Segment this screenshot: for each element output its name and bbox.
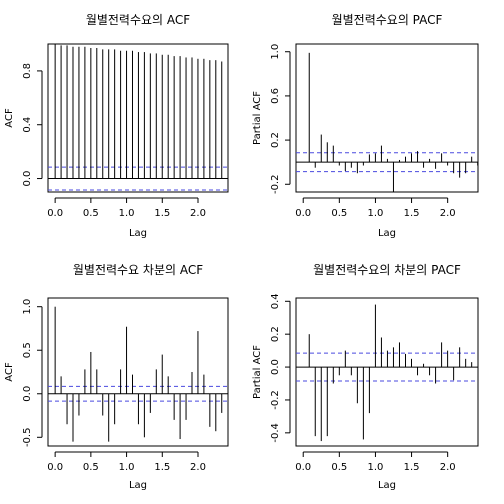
x-tick-label: 1.5 [154, 462, 170, 473]
x-tick-label: 1.0 [119, 462, 135, 473]
x-tick-label: 1.5 [404, 208, 420, 219]
chart-panel-1: 월별전력수요의 ACF 0.0 0.5 1.0 1.5 2.0 0.0 0.4 0.8 Lag AC… [4, 13, 228, 239]
x-tick-label: 0.5 [83, 208, 99, 219]
y-axis-label: ACF [4, 362, 15, 382]
y-tick-label: 0.8 [22, 63, 33, 79]
plot-frame [296, 298, 478, 446]
y-tick-label: -0.2 [270, 390, 281, 410]
chart-title: 월별전력수요의 차분의 PACF [313, 263, 461, 277]
y-tick-label: 0.4 [22, 117, 33, 133]
x-tick-label: 2.0 [440, 208, 456, 219]
x-tick-label: 1.5 [154, 208, 170, 219]
x-tick-label: 1.0 [367, 208, 383, 219]
chart-title: 월별전력수요의 PACF [332, 13, 443, 27]
y-tick-label: 1.0 [270, 44, 281, 60]
chart-title: 월별전력수요 차분의 ACF [73, 263, 203, 277]
x-tick-label: 0.0 [47, 462, 63, 473]
y-tick-label: 0.0 [22, 171, 33, 187]
y-tick-label: -0.5 [22, 428, 33, 448]
x-tick-label: 0.5 [331, 208, 347, 219]
y-tick-label: 0.6 [270, 88, 281, 104]
y-tick-label: 0.0 [270, 359, 281, 375]
x-tick-label: 2.0 [440, 462, 456, 473]
y-tick-label: 0.2 [270, 326, 281, 342]
chart-panel-4: 월별전력수요의 차분의 PACF 0.0 0.5 1.0 1.5 2.0 -0.4 -0.2 0… [252, 263, 478, 491]
y-axis-label: Partial ACF [252, 91, 263, 145]
y-axis-label: Partial ACF [252, 345, 263, 399]
x-axis-label: Lag [129, 228, 147, 239]
y-tick-label: 0.5 [22, 342, 33, 358]
y-tick-label: 0.2 [270, 132, 281, 148]
x-axis-label: Lag [378, 480, 396, 491]
x-tick-label: 2.0 [190, 208, 206, 219]
y-tick-label: 0.0 [22, 386, 33, 402]
x-tick-label: 1.0 [367, 462, 383, 473]
x-tick-label: 2.0 [190, 462, 206, 473]
x-axis-label: Lag [378, 228, 396, 239]
y-tick-label: -0.2 [270, 175, 281, 195]
chart-panel-3: 월별전력수요 차분의 ACF 0.0 0.5 1.0 1.5 2.0 -0.5 0.0 0.5 1… [4, 263, 228, 491]
x-tick-label: 1.0 [119, 208, 135, 219]
x-tick-label: 0.0 [47, 208, 63, 219]
plot-frame [296, 44, 478, 192]
y-tick-label: 1.0 [22, 299, 33, 315]
y-tick-label: -0.4 [270, 423, 281, 443]
x-tick-label: 0.5 [331, 462, 347, 473]
x-tick-label: 0.0 [295, 208, 311, 219]
chart-panel-2: 월별전력수요의 PACF 0.0 0.5 1.0 1.5 2.0 -0.2 0.2 0.6 1.0… [252, 13, 478, 239]
y-axis-label: ACF [4, 108, 15, 128]
x-tick-label: 1.5 [404, 462, 420, 473]
y-tick-label: 0.4 [270, 293, 281, 309]
x-tick-label: 0.5 [83, 462, 99, 473]
x-axis-label: Lag [129, 480, 147, 491]
chart-title: 월별전력수요의 ACF [86, 13, 190, 27]
x-tick-label: 0.0 [295, 462, 311, 473]
